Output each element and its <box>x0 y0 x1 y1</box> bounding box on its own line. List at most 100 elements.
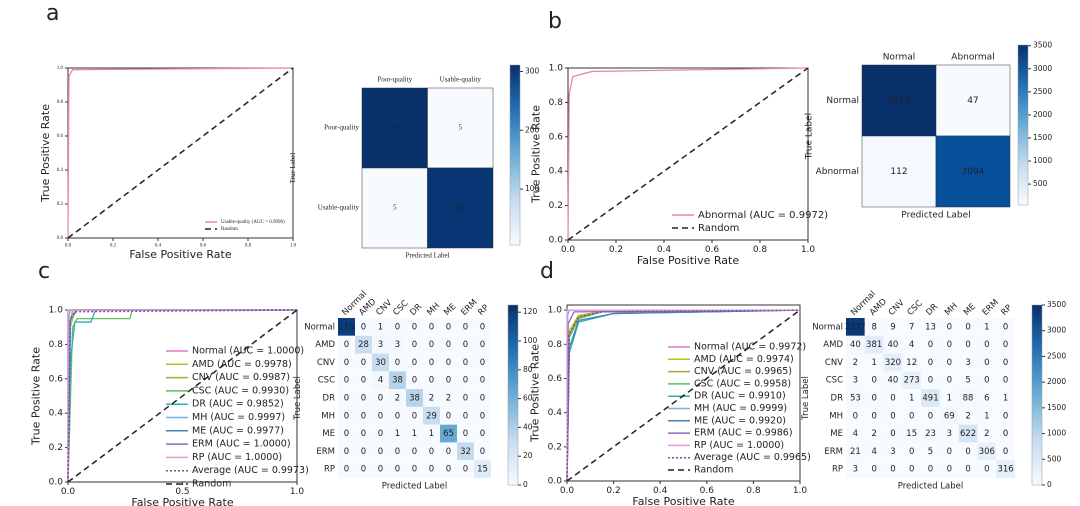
cell-value: 47 <box>967 96 978 106</box>
matrix-cell <box>389 335 406 354</box>
cell-value: 0 <box>412 411 417 421</box>
x-axis-label: Predicted Label <box>382 482 448 492</box>
colorbar-tick-label: 0 <box>1047 480 1052 489</box>
matrix-cell <box>883 442 903 461</box>
matrix-cell <box>921 406 940 425</box>
matrix-cell <box>883 424 903 443</box>
cell-value: 0 <box>395 447 400 457</box>
colorbar-tick-label: 1000 <box>1033 156 1052 165</box>
row-label: ME <box>322 429 335 439</box>
cell-value: 0 <box>361 376 366 386</box>
y-tick-label: 0.8 <box>49 340 64 350</box>
cell-value: 0 <box>344 394 349 404</box>
cell-value: 0 <box>344 358 349 368</box>
y-tick-label: 1.0 <box>549 64 564 74</box>
matrix-cell <box>355 406 372 425</box>
colorbar-tick-label: 1000 <box>1047 429 1066 438</box>
colorbar-tick-label: 80 <box>523 365 533 374</box>
colorbar <box>1031 304 1043 486</box>
matrix-cell <box>389 389 406 407</box>
matrix-cell <box>372 442 389 461</box>
roc-curve <box>67 67 294 239</box>
cell-value: 381 <box>866 340 882 350</box>
colorbar-tick-label: 500 <box>1033 179 1048 188</box>
matrix-cell <box>440 460 457 478</box>
cell-value: 0 <box>412 465 417 475</box>
colorbar-tick-label: 2500 <box>1047 351 1066 360</box>
cell-value: 32 <box>460 447 471 457</box>
cell-value: 0 <box>1003 340 1008 350</box>
roc-curve <box>567 67 809 241</box>
y-tick-label: 0.2 <box>57 202 64 207</box>
matrix-cell <box>427 87 494 169</box>
x-tick-label: 0.2 <box>609 245 623 255</box>
cell-value: 0 <box>928 358 933 368</box>
cell-value: 1 <box>984 411 989 421</box>
cell-value: 0 <box>928 411 933 421</box>
matrix-cell <box>474 424 491 443</box>
matrix-cell <box>958 353 978 372</box>
cell-value: 3 <box>947 429 952 439</box>
cell-value: 0 <box>480 394 485 404</box>
cell-value: 0 <box>1003 358 1008 368</box>
matrix-cell <box>423 353 440 372</box>
matrix-cell <box>996 442 1015 461</box>
roc-curve <box>566 309 800 481</box>
column-label: Poor-quality <box>377 76 412 84</box>
cell-value: 0 <box>871 465 876 475</box>
plot-frame <box>567 67 809 241</box>
matrix-cell <box>474 353 491 372</box>
matrix-cell <box>864 406 884 425</box>
cell-value: 0 <box>909 411 914 421</box>
row-label: ERM <box>824 447 843 457</box>
matrix-cell <box>939 442 959 461</box>
colorbar-tick-label: 40 <box>523 422 533 431</box>
matrix-cell <box>474 406 491 425</box>
cell-value: 0 <box>429 447 434 457</box>
matrix-cell <box>474 335 491 354</box>
cell-value: 0 <box>412 340 417 350</box>
matrix-cell <box>355 318 372 336</box>
column-label: RP <box>999 303 1014 318</box>
cell-value: 0 <box>361 411 366 421</box>
matrix-cell <box>958 406 978 425</box>
x-tick-label: 0.8 <box>753 245 768 255</box>
cell-value: 4 <box>853 429 858 439</box>
cell-value: 1 <box>429 429 434 439</box>
cell-value: 0 <box>1003 411 1008 421</box>
matrix-cell <box>372 389 389 407</box>
matrix-cell <box>474 371 491 390</box>
matrix-cell <box>846 353 865 372</box>
matrix-cell <box>902 460 922 478</box>
cell-value: 0 <box>890 429 895 439</box>
matrix-cell <box>977 353 997 372</box>
column-label: MH <box>943 301 960 318</box>
cell-value: 0 <box>361 465 366 475</box>
row-label: Abnormal <box>816 167 859 177</box>
column-label: CNV <box>887 298 907 318</box>
matrix-cell <box>921 424 940 443</box>
cell-value: 0 <box>1003 322 1008 332</box>
cell-value: 0 <box>429 376 434 386</box>
matrix-cell <box>440 371 457 390</box>
column-label: DR <box>408 302 424 318</box>
matrix-cell <box>423 406 440 425</box>
cell-value: 273 <box>904 376 920 386</box>
legend-label: CSC (AUC = 0.9930) <box>192 385 289 396</box>
colorbar-tick-label: 3000 <box>1047 326 1066 335</box>
cell-value: 0 <box>463 465 468 475</box>
matrix-cell <box>338 406 355 425</box>
matrix-cell <box>457 442 474 461</box>
matrix-cell <box>996 335 1015 354</box>
cell-value: 491 <box>922 394 938 404</box>
matrix-cell <box>474 318 491 336</box>
colorbar-tick-label: 2500 <box>1033 87 1052 96</box>
cell-value: 0 <box>395 411 400 421</box>
cell-value: 118 <box>338 322 354 332</box>
x-tick-label: 0.6 <box>200 244 207 249</box>
matrix-cell <box>935 135 1011 208</box>
x-tick-label: 1.0 <box>793 486 808 496</box>
matrix-cell <box>958 371 978 390</box>
matrix-cell <box>355 389 372 407</box>
matrix-cell <box>864 424 884 443</box>
